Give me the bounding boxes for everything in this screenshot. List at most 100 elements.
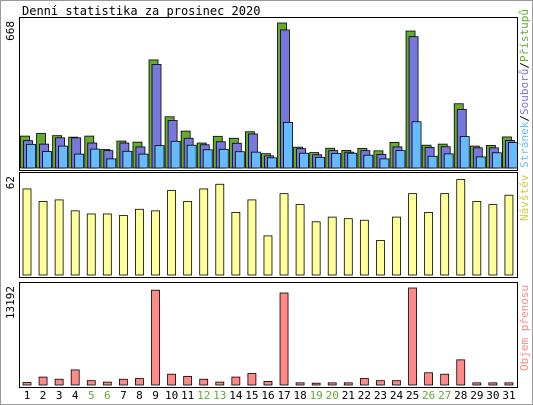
visits-legend: Návštěv [518,174,531,221]
bar-visits-day-15 [247,199,257,276]
bar-visits-day-17 [279,193,289,276]
hits-legend: Stránek/Souborů/Přístupů [518,9,531,168]
bar-visits-day-10 [167,190,176,276]
day-label-23: 23 [374,389,387,402]
bar-bytes-day-8 [135,378,144,386]
bar-visits-day-31 [504,194,514,276]
bar-visits-day-25 [408,193,417,276]
day-label-21: 21 [342,389,355,402]
bar-visits-day-30 [488,204,498,276]
day-label-20: 20 [326,389,339,402]
day-label-31: 31 [502,389,515,402]
bar-visits-day-6 [102,213,112,276]
bar-bytes-day-28 [456,359,466,386]
bar-hits-stranek-day-14 [234,151,245,169]
bar-visits-day-16 [263,235,273,276]
bar-hits-stranek-day-19 [315,156,326,169]
bar-hits-stranek-day-27 [443,153,454,169]
day-label-26: 26 [422,389,435,402]
bar-hits-stranek-day-10 [170,140,181,169]
bar-hits-stranek-day-25 [411,121,422,169]
hits-legend-part: Souborů [518,69,531,115]
bar-bytes-day-5 [86,380,96,386]
bar-visits-day-1 [22,188,32,276]
day-label-15: 15 [245,389,258,402]
day-label-10: 10 [165,389,178,402]
bar-hits-stranek-day-22 [363,154,374,169]
bar-bytes-day-2 [38,376,48,386]
bar-bytes-day-31 [504,382,514,386]
bar-hits-stranek-day-30 [491,152,502,169]
bytes-max-label: 13192 [4,286,17,319]
bar-hits-stranek-day-4 [74,153,85,169]
day-label-2: 2 [40,389,47,402]
day-label-22: 22 [358,389,371,402]
bar-bytes-day-14 [231,376,241,386]
day-label-8: 8 [136,389,143,402]
bar-bytes-day-25 [408,287,417,386]
bar-hits-stranek-day-26 [427,155,438,169]
bar-hits-stranek-day-24 [395,150,406,169]
day-label-16: 16 [261,389,274,402]
chart-title: Denní statistika za prosinec 2020 [22,4,260,18]
bar-visits-day-22 [359,219,369,276]
bar-hits-stranek-day-15 [251,151,261,169]
bar-visits-day-29 [472,201,482,276]
bar-hits-stranek-day-7 [122,150,133,169]
day-label-4: 4 [72,389,79,402]
bar-visits-day-8 [135,208,144,276]
bar-hits-stranek-day-5 [90,148,101,169]
bar-visits-day-14 [231,212,241,276]
bar-bytes-day-20 [327,382,337,386]
bar-visits-day-5 [86,213,96,276]
panel-frame-hits [19,17,518,171]
bar-visits-day-20 [327,216,337,276]
hits-legend-part: Přístupů [518,9,531,62]
bar-visits-day-21 [343,218,353,276]
bar-bytes-day-13 [215,381,225,386]
day-label-27: 27 [438,389,451,402]
bar-visits-day-13 [215,183,225,276]
bar-hits-stranek-day-12 [202,149,213,169]
bar-visits-day-3 [54,199,64,276]
bar-visits-day-18 [295,204,305,276]
bar-hits-stranek-day-17 [283,122,293,169]
bar-bytes-day-7 [118,378,128,386]
day-label-24: 24 [390,389,404,402]
bar-hits-stranek-day-29 [475,156,486,169]
day-label-17: 17 [277,389,290,402]
day-label-14: 14 [229,389,243,402]
bar-bytes-day-22 [359,378,369,386]
bar-bytes-day-18 [295,382,305,386]
day-label-7: 7 [120,389,127,402]
day-label-25: 25 [406,389,419,402]
hits-legend-part: Stránek [518,121,531,168]
bar-visits-day-24 [392,216,401,276]
bar-bytes-day-9 [151,289,160,386]
day-label-19: 19 [310,389,323,402]
bar-hits-stranek-day-3 [58,145,69,169]
bar-bytes-day-15 [247,373,257,386]
bar-bytes-day-29 [472,382,482,386]
bar-bytes-day-24 [392,380,401,386]
day-label-11: 11 [181,389,194,402]
bar-hits-stranek-day-6 [106,158,117,169]
day-label-6: 6 [104,389,111,402]
bar-bytes-day-4 [70,369,80,386]
bar-visits-day-11 [183,201,193,276]
day-label-29: 29 [470,389,483,402]
bar-bytes-day-26 [424,372,434,386]
day-label-30: 30 [486,389,499,402]
bar-visits-day-12 [199,188,209,276]
bar-visits-day-28 [456,179,466,276]
bar-hits-stranek-day-20 [331,153,342,169]
bar-hits-stranek-day-28 [459,136,470,169]
bar-visits-day-7 [118,215,128,276]
day-label-1: 1 [24,389,31,402]
bar-visits-day-19 [311,221,321,276]
hits-legend-part: / [518,62,531,69]
bar-hits-stranek-day-13 [218,148,229,169]
hits-legend-part: / [518,115,531,122]
